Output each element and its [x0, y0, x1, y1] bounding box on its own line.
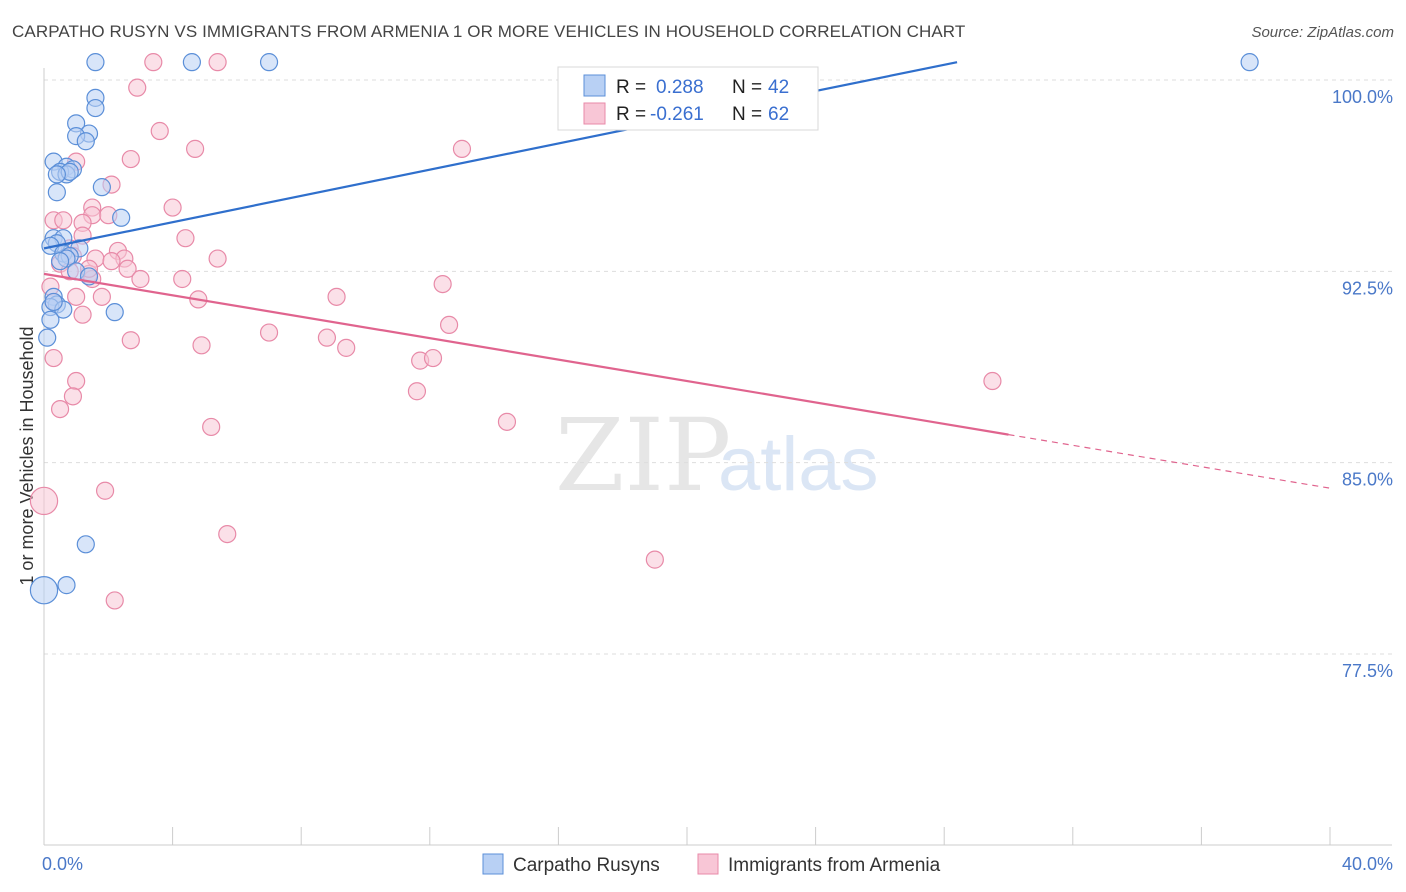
legend: R = 0.288 N = 42 R = -0.261 N = 62	[557, 66, 819, 131]
point-armenia-9	[163, 198, 182, 217]
point-armenia-6	[121, 149, 140, 169]
point-carpatho-rusyns-2	[259, 53, 279, 72]
legend-n-label-2: N =	[732, 104, 762, 125]
point-armenia-3	[150, 121, 169, 141]
point-armenia-14	[54, 211, 73, 230]
bottom-legend-label-pink: Immigrants from Armenia	[728, 855, 941, 876]
trend-line-armenia-extension	[1008, 434, 1331, 489]
series-immigrants-from-armenia	[29, 53, 1002, 610]
point-carpatho-rusyns-17	[92, 178, 111, 197]
point-armenia-59	[645, 550, 664, 569]
legend-n-label-1: N =	[732, 77, 762, 98]
point-armenia-24	[102, 252, 121, 271]
point-armenia-44	[192, 336, 211, 355]
point-armenia-4	[186, 139, 205, 158]
y-tick-label-2: 85.0%	[1342, 470, 1393, 490]
point-armenia-46	[44, 348, 63, 368]
legend-r-value-2: -0.261	[650, 104, 704, 125]
point-armenia-17	[176, 229, 195, 248]
y-tick-label-1: 92.5%	[1342, 278, 1393, 298]
y-tick-label-3: 77.5%	[1342, 661, 1393, 681]
legend-swatch-pink	[583, 102, 606, 125]
x-tick-labels: 0.0% 40.0%	[42, 854, 1393, 874]
legend-r-label-2: R =	[616, 104, 646, 125]
point-armenia-53	[50, 399, 70, 419]
point-carpatho-rusyns-39	[29, 576, 59, 605]
legend-swatch-blue	[583, 74, 606, 97]
point-armenia-0	[144, 53, 163, 72]
point-armenia-32	[433, 274, 452, 294]
point-carpatho-rusyns-9	[76, 132, 95, 151]
point-armenia-2	[128, 78, 147, 97]
point-armenia-55	[202, 417, 221, 437]
point-armenia-30	[131, 269, 150, 289]
point-armenia-45	[337, 338, 356, 357]
point-carpatho-rusyns-0	[86, 53, 105, 72]
x-tick-label-min: 0.0%	[42, 854, 83, 874]
point-armenia-37	[327, 287, 346, 306]
point-carpatho-rusyns-16	[47, 165, 66, 184]
point-armenia-51	[407, 382, 427, 401]
chart-title: CARPATHO RUSYN VS IMMIGRANTS FROM ARMENI…	[12, 22, 966, 41]
legend-r-label-1: R =	[616, 77, 646, 98]
point-armenia-48	[423, 348, 443, 368]
point-carpatho-rusyns-34	[105, 303, 124, 322]
y-tick-label-0: 100.0%	[1332, 87, 1393, 107]
watermark-atlas: atlas	[718, 422, 879, 507]
point-carpatho-rusyns-18	[47, 183, 66, 202]
point-armenia-26	[118, 259, 137, 278]
point-carpatho-rusyns-3	[1240, 53, 1259, 72]
y-axis-label: 1 or more Vehicles in Household	[17, 326, 37, 585]
point-carpatho-rusyns-1	[182, 53, 201, 72]
watermark: ZIP atlas	[555, 397, 879, 514]
point-armenia-50	[983, 371, 1002, 391]
point-carpatho-rusyns-36	[38, 328, 57, 347]
point-armenia-42	[317, 328, 337, 347]
point-armenia-41	[259, 323, 279, 342]
point-carpatho-rusyns-5	[86, 98, 105, 118]
legend-n-value-1: 42	[768, 77, 789, 98]
point-armenia-31	[173, 269, 192, 289]
point-carpatho-rusyns-38	[57, 576, 76, 595]
point-carpatho-rusyns-35	[41, 310, 60, 329]
point-carpatho-rusyns-19	[112, 208, 131, 227]
trend-line-armenia	[43, 272, 1009, 436]
trend-line-carpatho-rusyns	[43, 61, 958, 250]
point-armenia-35	[67, 287, 86, 306]
bottom-legend-swatch-pink	[697, 853, 719, 875]
point-armenia-40	[439, 315, 459, 335]
point-armenia-5	[452, 139, 472, 158]
point-armenia-39	[73, 305, 92, 324]
point-armenia-60	[105, 591, 124, 610]
point-armenia-23	[208, 249, 227, 268]
point-armenia-1	[208, 53, 227, 72]
axes	[43, 68, 1392, 846]
point-armenia-49	[67, 371, 86, 391]
point-armenia-56	[95, 481, 115, 500]
series-carpatho-rusyns	[29, 53, 1259, 605]
point-armenia-43	[121, 331, 140, 350]
point-armenia-57	[29, 486, 59, 516]
point-carpatho-rusyns-37	[76, 535, 95, 554]
point-armenia-54	[497, 412, 517, 431]
watermark-zip: ZIP	[555, 397, 731, 514]
point-carpatho-rusyns-41	[50, 252, 70, 271]
point-armenia-58	[218, 524, 237, 544]
grid-lines	[44, 79, 1392, 655]
chart-source: Source: ZipAtlas.com	[1251, 24, 1394, 41]
point-armenia-36	[92, 287, 111, 306]
bottom-legend-label-blue: Carpatho Rusyns	[513, 855, 660, 876]
x-tick-label-max: 40.0%	[1342, 854, 1393, 874]
bottom-legend: Carpatho Rusyns Immigrants from Armenia	[482, 853, 941, 876]
legend-r-value-1: 0.288	[656, 77, 704, 98]
legend-n-value-2: 62	[768, 104, 789, 125]
point-carpatho-rusyns-40	[44, 292, 63, 312]
y-tick-labels: 100.0% 92.5% 85.0% 77.5%	[1332, 87, 1393, 681]
bottom-legend-swatch-blue	[482, 853, 504, 875]
point-armenia-52	[63, 387, 83, 406]
